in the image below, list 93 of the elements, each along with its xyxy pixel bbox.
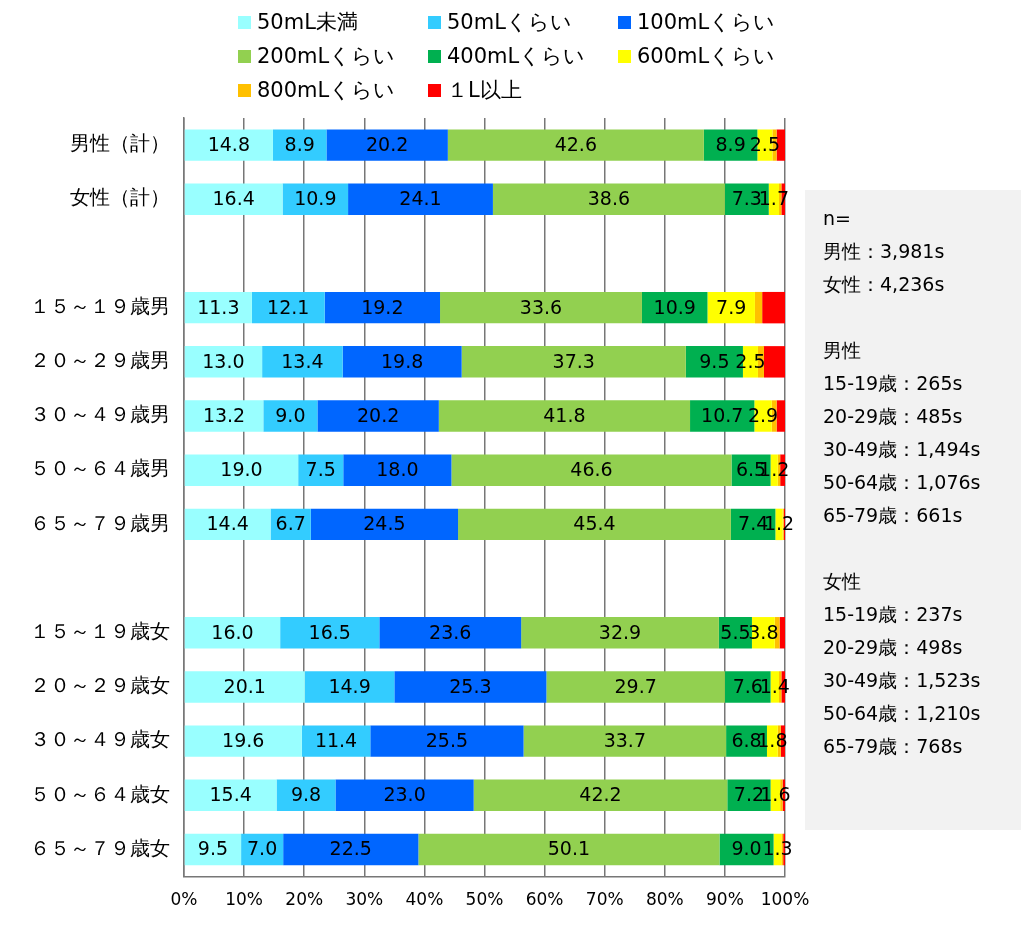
y-tick-label: ３０～４９歳女	[30, 727, 170, 752]
data-label: 9.8	[290, 783, 322, 806]
text: 男性 15-19歳：265s 20-29歳：485s 30-49歳：1,494s 50-64歳：1,076s 65-79歳：661s	[823, 338, 982, 528]
data-label: 13.2	[202, 403, 246, 426]
data-label: 8.9	[715, 133, 746, 156]
data-label: 9.0	[275, 403, 306, 426]
data-label: 11.3	[197, 295, 240, 318]
data-label: 25.3	[449, 674, 492, 697]
data-label: 25.5	[425, 729, 469, 752]
legend-label: 200mLくらい	[257, 43, 396, 70]
text: 女性 15-19歳：237s 20-29歳：498s 30-49歳：1,523s 50-64歳：1,210s 65-79歳：768s	[823, 569, 982, 759]
x-tick-label: 30%	[345, 889, 384, 910]
data-label: 13.4	[281, 349, 324, 372]
y-tick-label: 女性（計）	[70, 185, 170, 210]
legend-label: 400mLくらい	[447, 43, 586, 70]
data-label: 9.0	[731, 837, 762, 860]
data-label: 6.7	[275, 512, 306, 535]
data-label: 41.8	[543, 403, 586, 426]
y-tick-label: ２０～２９歳女	[30, 673, 170, 698]
x-tick-label: 10%	[225, 889, 263, 910]
data-label: 19.0	[220, 458, 263, 481]
data-label: 32.9	[598, 620, 642, 643]
data-label: 42.6	[554, 133, 598, 156]
data-label: 46.6	[570, 458, 613, 481]
legend-label: 100mLくらい	[637, 9, 776, 36]
legend-label: １L以上	[447, 77, 522, 104]
data-label: 19.2	[361, 295, 404, 318]
data-label: 8.9	[284, 133, 315, 156]
x-tick-label: 90%	[706, 889, 744, 910]
data-label: 16.4	[212, 187, 255, 210]
data-label: 1.3	[762, 837, 793, 860]
data-label: 29.7	[614, 674, 657, 697]
data-label: 24.5	[363, 512, 406, 535]
data-label: 16.0	[211, 620, 254, 643]
x-tick-label: 40%	[405, 889, 444, 910]
x-tick-label: 100%	[760, 889, 810, 910]
data-label: 22.5	[329, 837, 372, 860]
data-label: 20.2	[365, 133, 409, 156]
data-label: 7.6	[732, 674, 763, 697]
data-label: 19.8	[381, 349, 424, 372]
data-label: 24.1	[399, 187, 442, 210]
x-tick-label: 80%	[645, 889, 684, 910]
y-tick-label: 男性（計）	[70, 131, 170, 156]
data-label: 37.3	[552, 349, 595, 372]
data-label: 10.9	[653, 295, 696, 318]
y-tick-label: ５０～６４歳女	[30, 781, 170, 806]
y-tick-label: ６５～７９歳男	[30, 510, 170, 535]
data-label: 23.0	[383, 783, 426, 806]
data-label: 14.9	[328, 674, 371, 697]
legend-label: 50mLくらい	[447, 9, 572, 36]
y-tick-label: ５０～６４歳男	[30, 456, 170, 481]
data-label: 16.5	[308, 620, 351, 643]
data-label: 38.6	[587, 187, 631, 210]
x-tick-label: 20%	[285, 889, 324, 910]
data-label: 12.1	[267, 295, 310, 318]
data-label: 15.4	[209, 783, 252, 806]
data-label: 7.4	[738, 512, 769, 535]
data-label: 7.3	[731, 187, 762, 210]
legend-label: 50mL未満	[257, 9, 358, 36]
data-label: 10.9	[294, 187, 337, 210]
x-tick-label: 60%	[525, 889, 564, 910]
y-tick-label: １５～１９歳女	[30, 618, 170, 643]
data-label: 42.2	[579, 783, 622, 806]
data-label: 7.0	[247, 837, 278, 860]
data-label: 20.1	[223, 674, 266, 697]
text: n= 男性：3,981s 女性：4,236s	[823, 206, 946, 297]
y-tick-label: １５～１９歳男	[30, 293, 170, 318]
data-label: 33.6	[519, 295, 563, 318]
data-label: 14.8	[207, 133, 251, 156]
data-label: 50.1	[547, 837, 591, 860]
data-label: 18.0	[376, 458, 419, 481]
data-label: 45.4	[573, 512, 616, 535]
y-tick-label: ６５～７９歳女	[30, 835, 170, 860]
x-tick-label: 0%	[170, 889, 198, 910]
data-label: 7.5	[305, 458, 336, 481]
data-label: 33.7	[603, 729, 646, 752]
data-label: 14.4	[206, 512, 249, 535]
data-label: 10.7	[701, 403, 744, 426]
data-label: 11.4	[314, 729, 358, 752]
data-label: 23.6	[429, 620, 472, 643]
data-label: 19.6	[222, 729, 265, 752]
data-label: 13.0	[202, 349, 245, 372]
data-label: 9.5	[197, 837, 229, 860]
data-label: 9.5	[699, 349, 730, 372]
x-tick-label: 50%	[465, 889, 504, 910]
legend-label: 600mLくらい	[637, 43, 776, 70]
y-tick-label: ２０～２９歳男	[30, 348, 170, 373]
data-label: 6.8	[731, 729, 762, 752]
data-label: 7.9	[716, 295, 747, 318]
y-tick-label: ３０～４９歳男	[30, 402, 170, 427]
legend-label: 800mLくらい	[257, 77, 396, 104]
x-tick-label: 70%	[585, 889, 624, 910]
data-label: 20.2	[356, 403, 400, 426]
